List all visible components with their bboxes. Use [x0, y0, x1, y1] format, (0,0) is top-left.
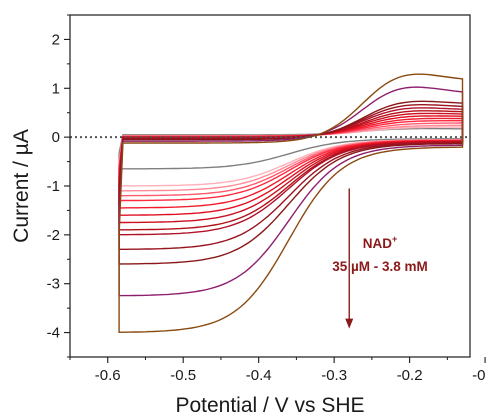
- series-layer: [118, 73, 464, 334]
- y-tick-label: -1: [47, 178, 60, 195]
- y-tick-label: -4: [47, 325, 60, 342]
- y-tick-label: 1: [52, 80, 60, 97]
- arrow-head: [345, 318, 354, 329]
- x-tick-label: -0.3: [321, 367, 347, 384]
- y-tick-label: 2: [52, 31, 60, 48]
- x-axis-ticks: -0.6 -0.5 -0.4 -0.3 -0.2 -0.1: [69, 357, 486, 384]
- concentration-annotation: NAD+ 35 µM - 3.8 mM: [332, 188, 428, 329]
- annotation-nad-label: NAD+: [363, 234, 398, 251]
- x-tick-label: -0.5: [170, 367, 196, 384]
- cv-series-14: [118, 73, 464, 334]
- x-tick-label: -0.1: [472, 367, 486, 384]
- y-tick-label: 0: [52, 129, 60, 146]
- y-tick-label: -2: [47, 227, 60, 244]
- y-axis-ticks: -4 -3 -2 -1 0 1 2: [47, 14, 70, 358]
- x-tick-label: -0.6: [95, 367, 121, 384]
- x-tick-label: -0.4: [246, 367, 272, 384]
- x-axis-title: Potential / V vs SHE: [175, 394, 364, 417]
- annotation-range-label: 35 µM - 3.8 mM: [332, 259, 428, 274]
- x-tick-label: -0.2: [397, 367, 423, 384]
- y-tick-label: -3: [47, 276, 60, 293]
- cv-series-5: [118, 120, 464, 202]
- y-axis-title: Current / µA: [10, 129, 33, 243]
